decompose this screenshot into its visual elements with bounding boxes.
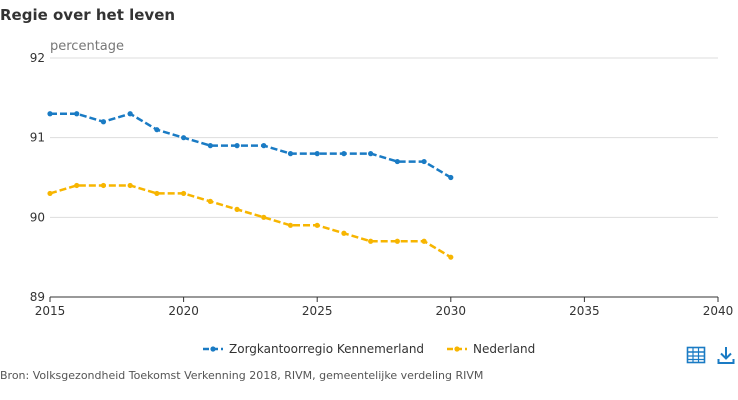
- y-tick-label: 92: [30, 51, 45, 65]
- data-point[interactable]: [261, 214, 267, 220]
- data-point[interactable]: [287, 151, 294, 157]
- data-point[interactable]: [181, 190, 187, 197]
- data-point[interactable]: [100, 182, 107, 189]
- data-point[interactable]: [234, 206, 240, 212]
- legend-label-kennemerland: Zorgkantoorregio Kennemerland: [229, 342, 425, 356]
- chart-tools: [686, 345, 736, 365]
- table-icon[interactable]: [686, 345, 706, 365]
- x-axis: 2015 2020 2025 2030 2035 2040: [35, 296, 734, 318]
- data-point[interactable]: [74, 111, 80, 117]
- legend-swatch-nederland: [447, 346, 467, 352]
- data-point[interactable]: [47, 190, 53, 197]
- data-point[interactable]: [287, 222, 294, 228]
- y-tick-label: 91: [30, 131, 45, 145]
- data-point[interactable]: [127, 182, 133, 189]
- x-tick-label: 2035: [569, 304, 600, 318]
- legend-item-nederland[interactable]: Nederland: [447, 342, 535, 356]
- x-tick-label: 2025: [302, 304, 333, 318]
- data-point[interactable]: [181, 135, 187, 141]
- download-icon[interactable]: [716, 345, 736, 365]
- data-point[interactable]: [341, 151, 347, 157]
- y-tick-label: 90: [30, 210, 45, 224]
- data-point[interactable]: [74, 182, 80, 189]
- data-point[interactable]: [448, 174, 454, 181]
- data-point[interactable]: [234, 143, 240, 149]
- data-point[interactable]: [368, 238, 374, 244]
- data-point[interactable]: [127, 111, 133, 117]
- data-point[interactable]: [314, 151, 320, 157]
- data-point[interactable]: [394, 158, 400, 165]
- y-axis-label: percentage: [50, 39, 124, 54]
- legend-item-kennemerland[interactable]: Zorgkantoorregio Kennemerland: [203, 342, 424, 356]
- chart-title: Regie over het leven: [0, 6, 176, 24]
- data-point[interactable]: [100, 119, 107, 125]
- data-point[interactable]: [448, 254, 454, 260]
- data-point[interactable]: [421, 238, 427, 244]
- series-lines: [47, 111, 454, 260]
- x-tick-label: 2040: [703, 304, 734, 318]
- y-tick-labels: 89 90 91 92: [30, 51, 45, 304]
- data-point[interactable]: [154, 190, 160, 197]
- source-note: Bron: Volksgezondheid Toekomst Verkennin…: [0, 369, 484, 382]
- data-point[interactable]: [421, 158, 427, 165]
- series-line-1: [49, 184, 452, 259]
- data-point[interactable]: [314, 222, 320, 228]
- data-point[interactable]: [341, 230, 347, 236]
- line-chart: percentage 89 90 91 92 2015 2020 2025 2030 2035…: [30, 39, 734, 318]
- y-tick-label: 89: [30, 290, 45, 304]
- data-point[interactable]: [207, 143, 213, 149]
- legend-swatch-kennemerland: [203, 346, 223, 352]
- data-point[interactable]: [394, 238, 400, 244]
- x-tick-label: 2030: [436, 304, 467, 318]
- x-tick-label: 2015: [35, 304, 66, 318]
- data-point[interactable]: [261, 143, 267, 149]
- grid: [50, 57, 718, 218]
- data-point[interactable]: [207, 198, 213, 204]
- data-point[interactable]: [47, 111, 53, 117]
- legend-label-nederland: Nederland: [473, 342, 536, 356]
- legend: Zorgkantoorregio Kennemerland Nederland: [0, 342, 738, 360]
- x-tick-label: 2020: [168, 304, 199, 318]
- series-line-0: [50, 112, 452, 179]
- data-point[interactable]: [154, 127, 160, 133]
- data-point[interactable]: [368, 151, 374, 157]
